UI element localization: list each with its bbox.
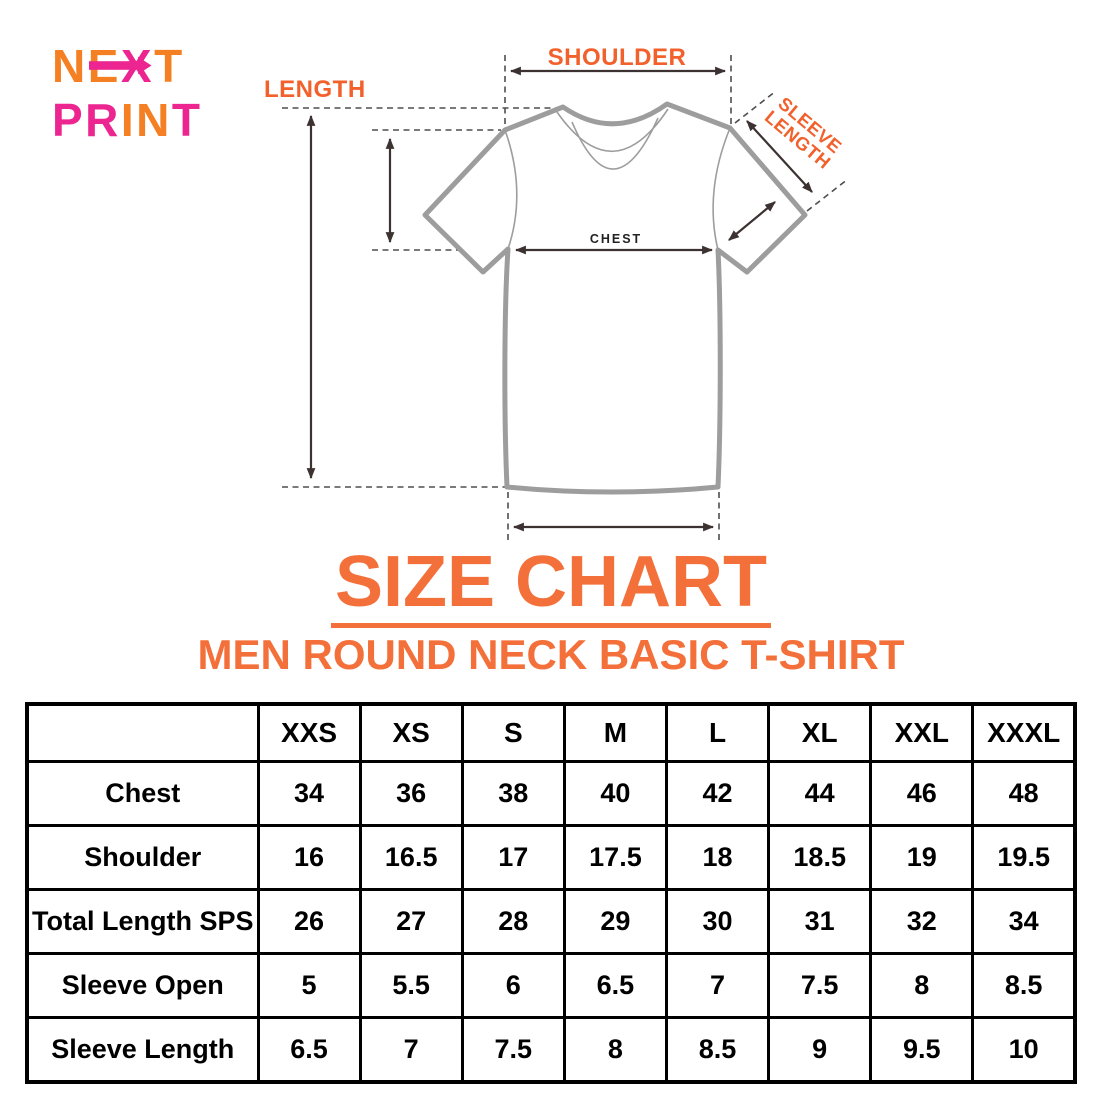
value-cell: 16 (256, 824, 362, 891)
value-cell: 7 (358, 1016, 464, 1084)
collar-and-seam-lines (504, 108, 731, 251)
header-cell: XS (358, 702, 464, 763)
table-row: Sleeve Length 6.5 7 7.5 8 8.5 9 9.5 10 (25, 1016, 1077, 1084)
value-cell: 6.5 (562, 952, 669, 1019)
value-cell: 6 (460, 952, 566, 1019)
size-table-container: XXS XS S M L XL XXL XXXL Chest 34 36 38 … (25, 702, 1077, 1084)
size-table: XXS XS S M L XL XXL XXXL Chest 34 36 38 … (25, 702, 1077, 1084)
logo-letters-pr: PR (52, 94, 121, 146)
value-cell: 19.5 (971, 824, 1077, 891)
row-label: Shoulder (25, 824, 260, 891)
value-cell: 9.5 (869, 1016, 975, 1084)
value-cell: 36 (358, 760, 464, 827)
value-cell: 42 (664, 760, 771, 827)
value-cell: 7.5 (460, 1016, 566, 1084)
armhole-seam-left (504, 129, 518, 250)
chest-label: CHEST (590, 232, 642, 246)
row-label: Chest (25, 760, 260, 827)
row-label: Sleeve Length (25, 1016, 260, 1084)
logo-line-print: PRINT (52, 94, 203, 146)
table-row: Chest 34 36 38 40 42 44 46 48 (25, 760, 1077, 827)
value-cell: 8 (869, 952, 975, 1019)
page-subtitle: MEN ROUND NECK BASIC T-SHIRT (197, 631, 905, 678)
value-cell: 10 (971, 1016, 1077, 1084)
value-cell: 29 (562, 888, 669, 955)
value-cell: 19 (869, 824, 975, 891)
row-label: Sleeve Open (25, 952, 260, 1019)
brand-logo: NEXT PRINT (52, 44, 203, 146)
logo-letters-in: IN (121, 94, 172, 146)
length-label: LENGTH (264, 76, 366, 103)
header-cell: XXXL (971, 702, 1077, 763)
value-cell: 40 (562, 760, 669, 827)
value-cell: 44 (767, 760, 873, 827)
value-cell: 28 (460, 888, 566, 955)
value-cell: 18 (664, 824, 771, 891)
table-header-row: XXS XS S M L XL XXL XXXL (25, 702, 1077, 763)
row-label: Total Length SPS (25, 888, 260, 955)
value-cell: 34 (971, 888, 1077, 955)
subtitle-block: MEN ROUND NECK BASIC T-SHIRT (0, 634, 1102, 676)
value-cell: 6.5 (256, 1016, 362, 1084)
value-cell: 7 (664, 952, 771, 1019)
value-cell: 27 (358, 888, 464, 955)
corner-cell (25, 702, 260, 763)
shoulder-label: SHOULDER (548, 44, 687, 71)
logo-arrow-icon (89, 56, 152, 75)
table-row: Shoulder 16 16.5 17 17.5 18 18.5 19 19.5 (25, 824, 1077, 891)
sleeve-open-arrow (728, 201, 776, 241)
logo-letter-t2: T (172, 94, 203, 146)
value-cell: 17.5 (562, 824, 669, 891)
value-cell: 32 (869, 888, 975, 955)
table-row: Total Length SPS 26 27 28 29 30 31 32 34 (25, 888, 1077, 955)
value-cell: 18.5 (767, 824, 873, 891)
page-title: SIZE CHART (331, 546, 771, 628)
tshirt-outline (422, 101, 808, 495)
value-cell: 5 (256, 952, 362, 1019)
header-cell: M (562, 702, 669, 763)
header-cell: XL (767, 702, 873, 763)
value-cell: 38 (460, 760, 566, 827)
value-cell: 26 (256, 888, 362, 955)
tshirt-measurement-diagram: LENGTH SHOULDER SLEEVELENGTH CHEST (264, 44, 849, 540)
header-cell: XXL (869, 702, 975, 763)
guide-sleeve-top (734, 90, 777, 124)
logo-letter-t: T (154, 44, 185, 92)
value-cell: 8.5 (971, 952, 1077, 1019)
collar-line-inner (571, 117, 659, 170)
armhole-seam-right (712, 127, 731, 251)
value-cell: 9 (767, 1016, 873, 1084)
value-cell: 5.5 (358, 952, 464, 1019)
value-cell: 31 (767, 888, 873, 955)
title-block: SIZE CHART (0, 546, 1102, 628)
table-row: Sleeve Open 5 5.5 6 6.5 7 7.5 8 8.5 (25, 952, 1077, 1019)
sleeve-length-label: SLEEVELENGTH (761, 92, 847, 173)
value-cell: 48 (971, 760, 1077, 827)
value-cell: 16.5 (358, 824, 464, 891)
guide-sleeve-bottom (806, 178, 849, 212)
header-cell: XXS (256, 702, 362, 763)
value-cell: 34 (256, 760, 362, 827)
value-cell: 8.5 (664, 1016, 771, 1084)
value-cell: 7.5 (767, 952, 873, 1019)
value-cell: 17 (460, 824, 566, 891)
sleeve-length-arrow (746, 120, 813, 193)
value-cell: 46 (869, 760, 975, 827)
value-cell: 8 (562, 1016, 669, 1084)
header-cell: L (664, 702, 771, 763)
collar-line-outer (556, 108, 669, 152)
header-cell: S (460, 702, 566, 763)
value-cell: 30 (664, 888, 771, 955)
